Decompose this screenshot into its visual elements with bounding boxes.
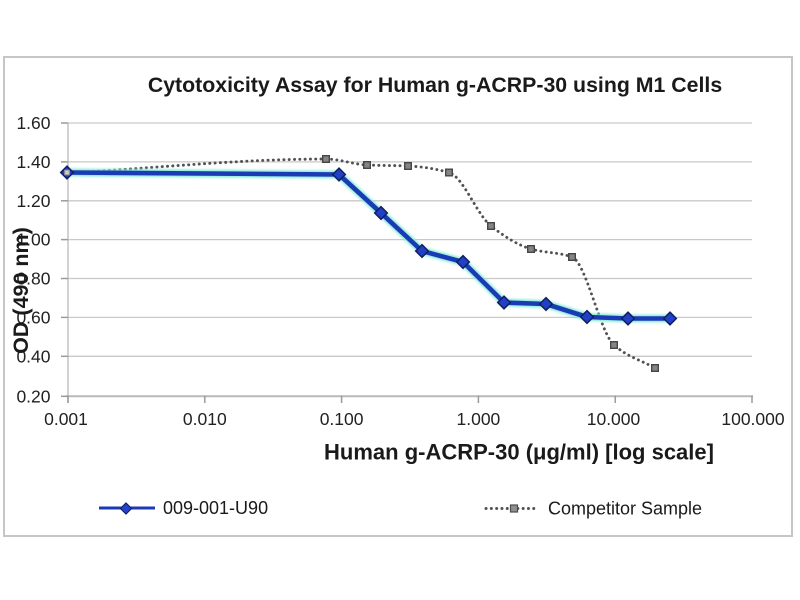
svg-text:0.001: 0.001 [44,409,88,429]
svg-text:0.40: 0.40 [16,346,50,366]
svg-text:OD (490 nm): OD (490 nm) [9,227,33,354]
svg-text:Human g-ACRP-30 (μg/ml) [log s: Human g-ACRP-30 (μg/ml) [log scale] [324,440,714,465]
svg-text:1.40: 1.40 [16,152,50,172]
svg-text:009-001-U90: 009-001-U90 [163,498,268,518]
svg-text:100.000: 100.000 [721,409,785,429]
svg-text:0.20: 0.20 [16,386,50,406]
svg-text:Cytotoxicity Assay for Human g: Cytotoxicity Assay for Human g-ACRP-30 u… [148,73,722,97]
svg-text:0.60: 0.60 [16,307,50,327]
svg-text:Competitor Sample: Competitor Sample [548,499,702,519]
svg-text:10.000: 10.000 [587,409,641,429]
svg-text:0.80: 0.80 [16,269,50,289]
svg-text:1.00: 1.00 [16,230,50,250]
svg-text:1.000: 1.000 [457,409,501,429]
svg-text:0.100: 0.100 [320,409,364,429]
svg-text:1.20: 1.20 [16,191,50,211]
svg-text:1.60: 1.60 [16,113,50,133]
svg-text:0.010: 0.010 [183,409,227,429]
